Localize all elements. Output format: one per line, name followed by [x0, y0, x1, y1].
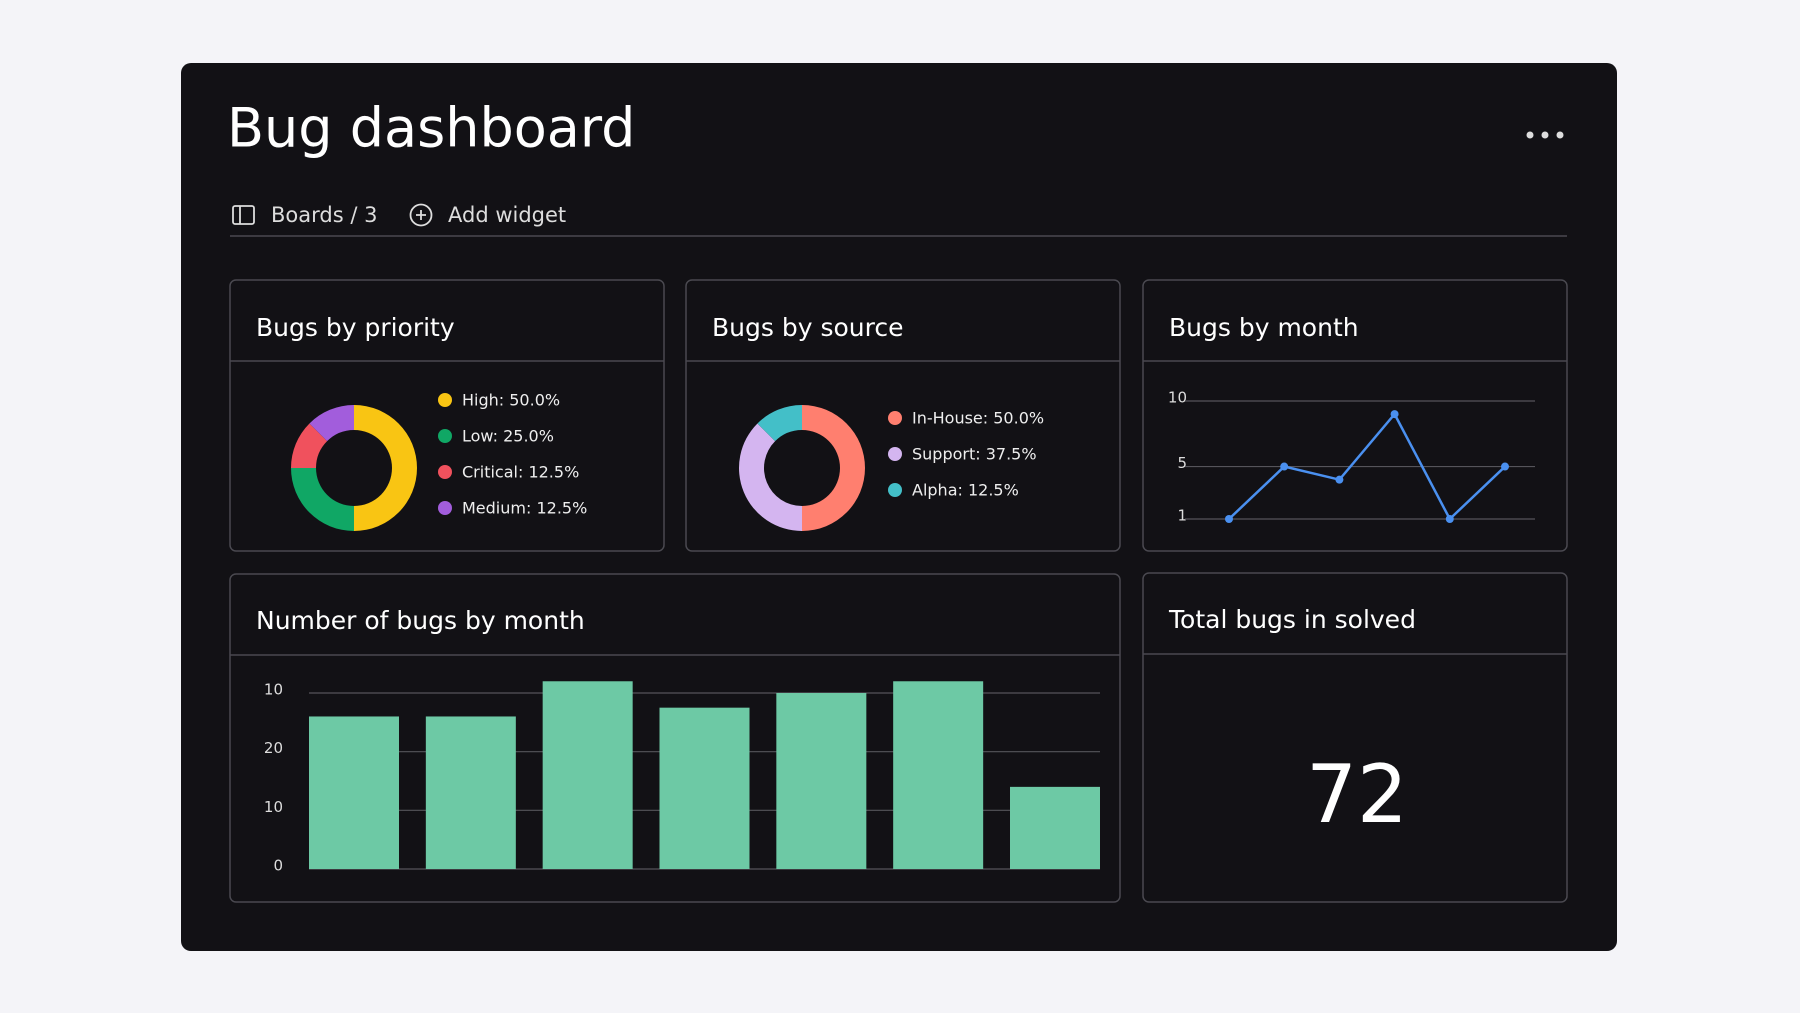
widget-title: Bugs by source — [712, 313, 903, 342]
panel — [1142, 572, 1568, 903]
donut-slice — [291, 468, 354, 531]
bar — [542, 681, 633, 869]
dashboard-title: Bug dashboard — [227, 97, 635, 160]
panel — [229, 279, 665, 552]
line-point — [1225, 515, 1233, 523]
widget-title: Total bugs in solved — [1168, 605, 1416, 634]
bar — [1010, 786, 1100, 869]
widget-title: Bugs by month — [1169, 313, 1359, 342]
bar — [776, 693, 867, 869]
breadcrumb[interactable]: Boards / 3 — [271, 203, 377, 227]
boards-link[interactable]: Boards / 3 — [232, 203, 377, 227]
widget-title: Number of bugs by month — [256, 606, 585, 635]
y-tick-label: 0 — [273, 857, 283, 875]
donut-slice — [739, 423, 802, 531]
y-tick-label: 5 — [1177, 454, 1187, 472]
donut-slice — [354, 405, 417, 531]
total-value: 72 — [1306, 748, 1408, 841]
panel — [1142, 279, 1568, 552]
bar — [893, 681, 984, 869]
y-tick-label: 10 — [1168, 389, 1187, 407]
y-tick-label: 10 — [264, 798, 283, 816]
add-widget-label[interactable]: Add widget — [448, 203, 566, 227]
legend-label: Critical: 12.5% — [462, 463, 579, 482]
legend-label: Alpha: 12.5% — [912, 481, 1019, 500]
legend-label: Medium: 12.5% — [462, 499, 587, 518]
legend-swatch — [888, 411, 902, 425]
donut-slice — [309, 405, 354, 442]
panel — [685, 279, 1121, 552]
line-point — [1501, 462, 1509, 471]
donut-slice — [802, 405, 865, 531]
y-tick-label: 10 — [264, 681, 283, 699]
donut-slice — [757, 405, 802, 442]
line-point — [1390, 410, 1399, 419]
y-tick-label: 20 — [264, 739, 283, 757]
line-point — [1445, 515, 1454, 523]
bar — [659, 707, 750, 869]
donut-slice — [291, 423, 328, 468]
line-point — [1335, 475, 1344, 484]
bar — [425, 716, 516, 869]
line-series — [1228, 411, 1506, 522]
legend-label: Low: 25.0% — [462, 427, 554, 446]
legend-label: Support: 37.5% — [912, 445, 1037, 464]
more-menu[interactable] — [1526, 131, 1564, 139]
add-widget[interactable]: Add widget — [409, 203, 567, 227]
legend-swatch — [438, 393, 452, 407]
widget-title: Bugs by priority — [256, 313, 455, 342]
legend-label: In-House: 50.0% — [912, 409, 1044, 428]
legend-swatch — [438, 501, 452, 515]
legend-swatch — [438, 465, 452, 479]
legend-label: High: 50.0% — [462, 391, 560, 410]
legend-swatch — [888, 447, 902, 461]
bar — [309, 716, 399, 869]
legend-swatch — [438, 429, 452, 443]
legend-swatch — [888, 483, 902, 497]
y-tick-label: 1 — [1177, 507, 1187, 525]
line-point — [1280, 462, 1289, 471]
